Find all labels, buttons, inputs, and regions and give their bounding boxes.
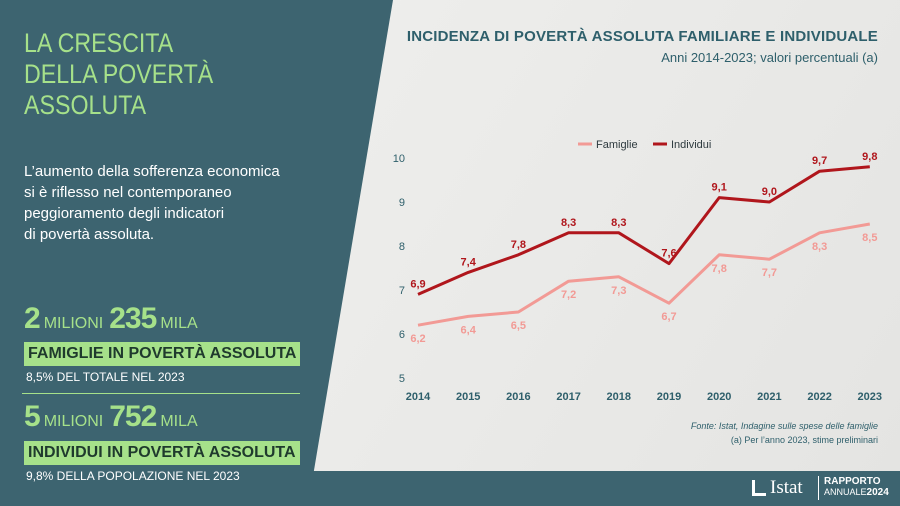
annuale-text: ANNUALE: [824, 487, 867, 497]
x-tick-label: 2021: [757, 391, 781, 403]
legend-label-famiglie: Famiglie: [596, 139, 638, 151]
footer-separator: [818, 476, 819, 500]
intro-line: si è riflesso nel contemporaneo: [24, 184, 232, 201]
individuals-millions-number: 5: [24, 400, 41, 433]
intro-line: di povertà assoluta.: [24, 226, 155, 243]
series-line-famiglie: [417, 222, 871, 327]
intro-line: peggioramento degli indicatori: [24, 205, 225, 222]
individuals-millions-unit: MILIONI: [43, 413, 104, 430]
rapporto-annuale-logo: RAPPORTO ANNUALE2024: [824, 476, 889, 498]
x-tick-label: 2022: [807, 391, 831, 403]
rapporto-text: RAPPORTO: [824, 476, 881, 487]
individuals-share: 9,8% DELLA POPOLAZIONE NEL 2023: [26, 469, 240, 483]
data-label-individui: 9,8: [862, 151, 877, 163]
data-label-famiglie: 7,8: [712, 263, 727, 275]
data-label-famiglie: 6,4: [461, 324, 477, 336]
data-label-famiglie: 7,3: [611, 285, 626, 297]
data-label-famiglie: 7,2: [561, 289, 576, 301]
x-tick-label: 2015: [456, 391, 480, 403]
y-tick-label: 6: [399, 329, 405, 341]
intro-line: L’aumento della sofferenza economica: [24, 163, 280, 180]
y-tick-label: 7: [399, 285, 405, 297]
data-label-individui: 9,7: [812, 155, 827, 167]
x-tick-label: 2020: [707, 391, 731, 403]
data-label-famiglie: 6,7: [661, 311, 676, 323]
y-tick-label: 9: [399, 197, 405, 209]
families-millions-number: 2: [24, 302, 41, 335]
legend-label-individui: Individui: [671, 139, 711, 151]
footer-background: [0, 471, 900, 506]
families-share: 8,5% DEL TOTALE NEL 2023: [26, 370, 185, 384]
series-line-individui: [417, 165, 870, 296]
individuals-thousands-unit: MILA: [160, 413, 198, 430]
data-label-individui: 9,1: [712, 182, 727, 194]
data-label-individui: 8,3: [561, 217, 576, 229]
data-label-individui: 7,6: [661, 248, 676, 260]
families-thousands-unit: MILA: [160, 315, 198, 332]
y-tick-label: 8: [399, 241, 405, 253]
headline: LA CRESCITA DELLA POVERTÀ ASSOLUTA: [24, 28, 299, 121]
data-label-individui: 7,4: [461, 256, 477, 268]
x-tick-label: 2014: [406, 391, 431, 403]
chart-source: Fonte: Istat, Indagine sulle spese delle…: [690, 421, 878, 431]
data-label-famiglie: 6,2: [410, 333, 425, 345]
data-label-famiglie: 6,5: [511, 320, 526, 332]
year-text: 2024: [866, 487, 889, 498]
data-label-famiglie: 8,5: [862, 232, 877, 244]
x-tick-label: 2017: [556, 391, 580, 403]
x-tick-label: 2016: [506, 391, 530, 403]
y-tick-label: 5: [399, 373, 405, 385]
data-label-famiglie: 8,3: [812, 241, 827, 253]
chart-title: INCIDENZA DI POVERTÀ ASSOLUTA FAMILIARE …: [406, 28, 878, 45]
data-label-individui: 7,8: [511, 239, 526, 251]
data-label-individui: 6,9: [410, 278, 425, 290]
y-tick-label: 10: [393, 153, 405, 165]
families-count: 2 MILIONI 235 MILA: [24, 302, 204, 336]
divider: [22, 393, 300, 394]
data-label-individui: 8,3: [611, 217, 626, 229]
families-label: FAMIGLIE IN POVERTÀ ASSOLUTA: [24, 342, 301, 366]
data-label-famiglie: 7,7: [762, 267, 777, 279]
x-tick-label: 2018: [607, 391, 631, 403]
individuals-thousands-number: 752: [109, 400, 157, 433]
intro-text: L’aumento della sofferenza economica si …: [24, 161, 324, 245]
chart-note: (a) Per l’anno 2023, stime preliminari: [730, 435, 878, 445]
families-thousands-number: 235: [109, 302, 157, 335]
istat-logo: Istat: [752, 474, 803, 502]
istat-logo-icon: [752, 480, 766, 496]
individuals-label: INDIVIDUI IN POVERTÀ ASSOLUTA: [24, 441, 300, 465]
headline-line: LA CRESCITA: [24, 28, 174, 58]
istat-logo-text: Istat: [770, 477, 803, 498]
x-tick-label: 2023: [858, 391, 882, 403]
headline-line: ASSOLUTA: [24, 90, 147, 120]
x-tick-label: 2019: [657, 391, 681, 403]
families-millions-unit: MILIONI: [43, 315, 104, 332]
chart-subtitle: Anni 2014-2023; valori percentuali (a): [661, 50, 878, 65]
headline-line: DELLA POVERTÀ: [24, 59, 214, 89]
individuals-count: 5 MILIONI 752 MILA: [24, 400, 204, 434]
data-label-individui: 9,0: [762, 186, 777, 198]
